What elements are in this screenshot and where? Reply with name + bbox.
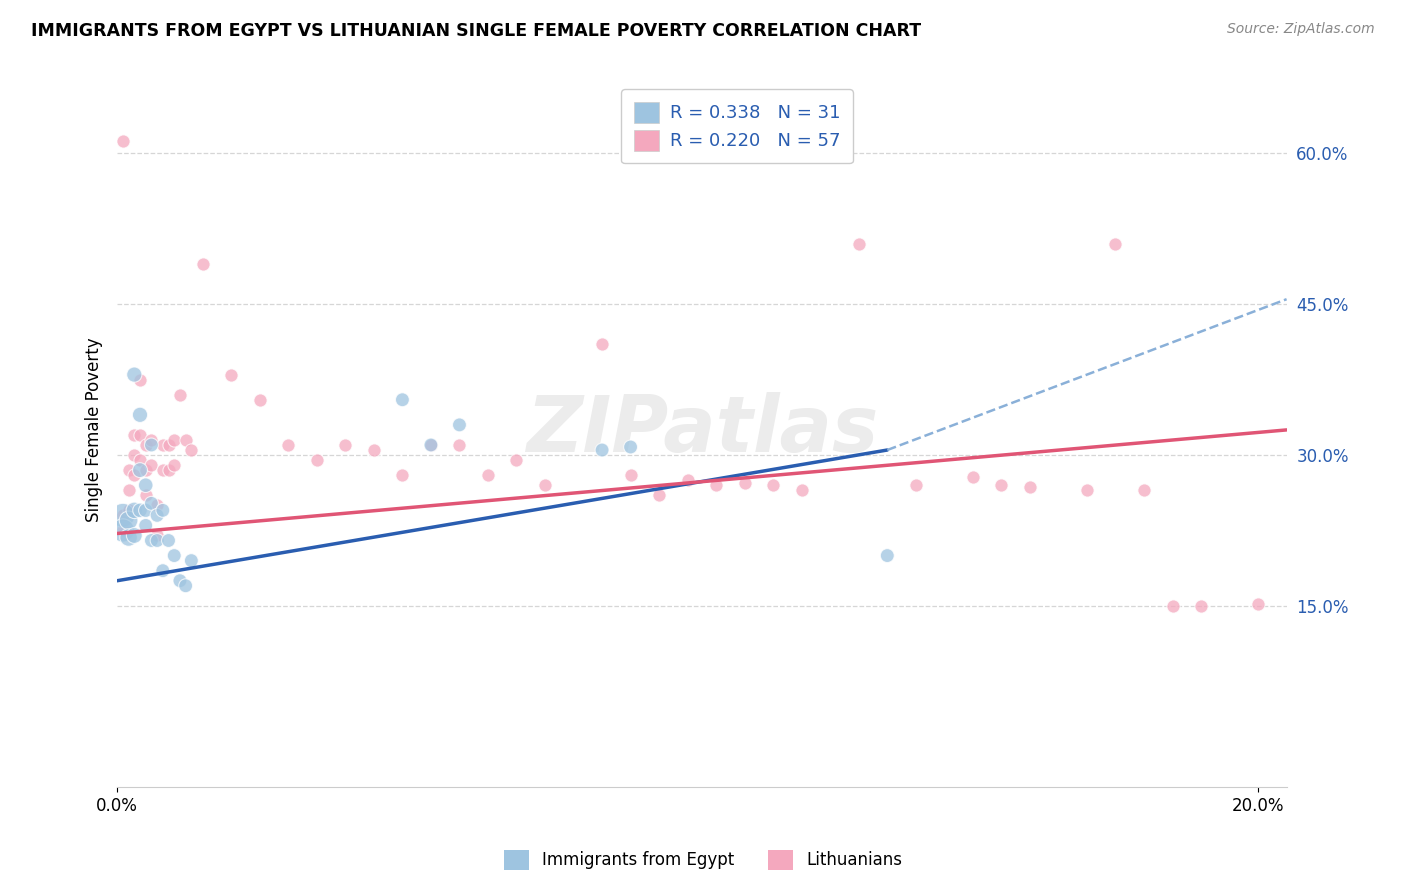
Point — [111, 524, 134, 538]
Point — [135, 503, 157, 517]
Point — [124, 448, 146, 462]
Point — [117, 483, 139, 498]
Point — [157, 533, 180, 548]
Point — [169, 388, 191, 402]
Point — [117, 503, 139, 517]
Point — [1161, 599, 1184, 613]
Point — [141, 458, 163, 472]
Point — [111, 508, 134, 523]
Point — [129, 453, 152, 467]
Point — [152, 438, 174, 452]
Point — [876, 549, 898, 563]
Point — [534, 478, 557, 492]
Point — [111, 524, 134, 538]
Point — [169, 574, 191, 588]
Point — [704, 478, 727, 492]
Point — [163, 433, 186, 447]
Point — [391, 392, 413, 407]
Point — [180, 443, 202, 458]
Point — [249, 392, 271, 407]
Point — [117, 513, 139, 527]
Point — [990, 478, 1012, 492]
Point — [124, 368, 146, 382]
Point — [904, 478, 927, 492]
Point — [219, 368, 242, 382]
Point — [477, 468, 499, 483]
Legend: R = 0.338   N = 31, R = 0.220   N = 57: R = 0.338 N = 31, R = 0.220 N = 57 — [621, 89, 853, 163]
Point — [117, 531, 139, 545]
Point — [129, 428, 152, 442]
Point — [135, 518, 157, 533]
Point — [141, 438, 163, 452]
Point — [180, 553, 202, 567]
Point — [1133, 483, 1156, 498]
Point — [146, 498, 169, 512]
Point — [419, 438, 441, 452]
Point — [591, 443, 613, 458]
Point — [335, 438, 357, 452]
Point — [135, 438, 157, 452]
Point — [129, 408, 152, 422]
Text: IMMIGRANTS FROM EGYPT VS LITHUANIAN SINGLE FEMALE POVERTY CORRELATION CHART: IMMIGRANTS FROM EGYPT VS LITHUANIAN SING… — [31, 22, 921, 40]
Point — [191, 257, 214, 271]
Point — [676, 473, 699, 487]
Point — [146, 528, 169, 542]
Point — [762, 478, 785, 492]
Point — [111, 134, 134, 148]
Point — [419, 438, 441, 452]
Point — [648, 488, 671, 502]
Point — [449, 417, 471, 432]
Point — [124, 468, 146, 483]
Point — [124, 428, 146, 442]
Text: Source: ZipAtlas.com: Source: ZipAtlas.com — [1227, 22, 1375, 37]
Point — [277, 438, 299, 452]
Point — [363, 443, 385, 458]
Point — [174, 433, 197, 447]
Point — [152, 463, 174, 477]
Point — [157, 463, 180, 477]
Point — [591, 337, 613, 351]
Point — [505, 453, 527, 467]
Point — [1076, 483, 1098, 498]
Point — [146, 533, 169, 548]
Point — [152, 564, 174, 578]
Point — [135, 488, 157, 502]
Point — [141, 496, 163, 510]
Point — [129, 373, 152, 387]
Point — [152, 503, 174, 517]
Point — [135, 478, 157, 492]
Point — [111, 508, 134, 523]
Point — [449, 438, 471, 452]
Point — [962, 470, 984, 484]
Point — [129, 463, 152, 477]
Point — [1019, 480, 1042, 494]
Point — [129, 503, 152, 517]
Point — [124, 503, 146, 517]
Point — [790, 483, 813, 498]
Point — [619, 440, 641, 454]
Point — [117, 463, 139, 477]
Point — [1189, 599, 1212, 613]
Point — [305, 453, 328, 467]
Point — [157, 438, 180, 452]
Point — [391, 468, 413, 483]
Point — [174, 579, 197, 593]
Point — [141, 533, 163, 548]
Point — [1104, 236, 1126, 251]
Point — [124, 528, 146, 542]
Point — [163, 458, 186, 472]
Text: ZIPatlas: ZIPatlas — [526, 392, 877, 468]
Point — [1247, 597, 1270, 611]
Point — [141, 433, 163, 447]
Point — [848, 236, 870, 251]
Legend: Immigrants from Egypt, Lithuanians: Immigrants from Egypt, Lithuanians — [498, 843, 908, 877]
Point — [619, 468, 641, 483]
Point — [135, 463, 157, 477]
Y-axis label: Single Female Poverty: Single Female Poverty — [86, 337, 103, 522]
Point — [146, 508, 169, 523]
Point — [734, 476, 756, 491]
Point — [163, 549, 186, 563]
